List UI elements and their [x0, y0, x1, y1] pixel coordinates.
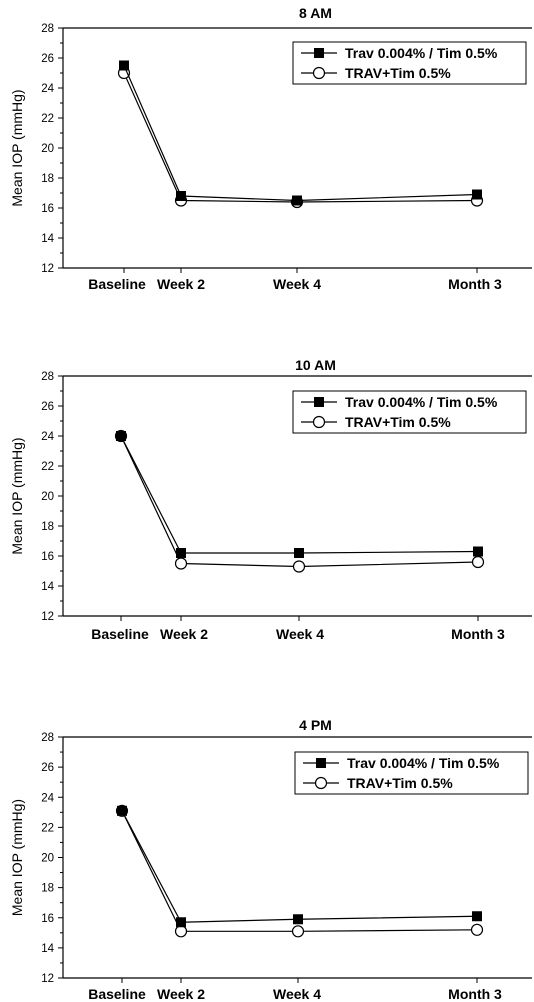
data-point-circle: [174, 925, 188, 938]
legend: Trav 0.004% / Tim 0.5% TRAV+Tim 0.5%: [294, 751, 529, 795]
y-axis-label: Mean IOP (mmHg): [9, 799, 25, 916]
x-tick-label: Week 2: [157, 276, 205, 292]
data-point-square: [294, 548, 304, 558]
y-tick-label: 14: [41, 233, 54, 245]
data-point-square: [292, 195, 302, 206]
y-tick-label: 28: [41, 23, 54, 35]
data-point-circle: [471, 555, 485, 569]
y-tick-label: 12: [41, 973, 54, 985]
series-line-2: [121, 810, 478, 932]
legend-marker-square: [314, 48, 324, 58]
legend-label: TRAV+Tim 0.5%: [345, 65, 451, 81]
legend-label: Trav 0.004% / Tim 0.5%: [345, 45, 498, 61]
series-line-1: [120, 435, 479, 554]
data-point-circle: [291, 925, 305, 938]
y-tick-label: 26: [41, 762, 54, 774]
legend: Trav 0.004% / Tim 0.5% TRAV+Tim 0.5%: [292, 390, 527, 434]
y-tick-label: 26: [41, 401, 54, 413]
chart-title: 10 AM: [295, 357, 336, 373]
chart-title: 4 PM: [299, 717, 332, 733]
y-tick-label: 16: [41, 913, 54, 925]
data-point-square: [293, 914, 303, 925]
y-tick-label: 28: [41, 732, 54, 744]
y-tick-label: 14: [41, 581, 54, 593]
y-tick-label: 16: [41, 551, 54, 563]
chart-panel-1: 8 AM 12 14 16 18 20 22 24 26 28 Baseline Week 2 Week…: [9, 5, 532, 292]
legend-marker-circle: [312, 66, 326, 80]
x-tick-label: Baseline: [91, 626, 149, 642]
series-line-1: [121, 810, 478, 923]
data-point-square: [119, 60, 129, 71]
y-tick-label: 26: [41, 53, 54, 65]
y-tick-label: 24: [41, 792, 54, 804]
y-tick-label: 14: [41, 943, 54, 955]
y-tick-label: 12: [41, 611, 54, 623]
y-tick-label: 24: [41, 431, 54, 443]
y-axis-label: Mean IOP (mmHg): [9, 89, 25, 206]
legend-marker-square: [316, 758, 326, 768]
legend-box: [292, 41, 527, 85]
y-axis-label: Mean IOP (mmHg): [9, 437, 25, 554]
data-point-square: [176, 917, 186, 928]
chart-panel-2: 10 AM 12 14 16 18 20 22 24 26 28 Baseline Week 2 Wee…: [9, 357, 532, 642]
legend-label: Trav 0.004% / Tim 0.5%: [347, 755, 500, 771]
y-tick-label: 20: [41, 143, 54, 155]
legend-label: TRAV+Tim 0.5%: [347, 775, 453, 791]
y-tick-label: 22: [41, 461, 54, 473]
y-tick-label: 18: [41, 173, 54, 185]
x-tick-label: Week 2: [160, 626, 208, 642]
x-tick-label: Month 3: [451, 626, 505, 642]
data-point-square: [472, 911, 482, 922]
data-point-circle: [292, 560, 306, 573]
series-line-1: [123, 65, 478, 202]
chart-panel-3: 4 PM 12 14 16 18 20 22 24 26 28 Baseline Week 2 Week…: [9, 717, 532, 1002]
legend-label: Trav 0.004% / Tim 0.5%: [345, 394, 498, 410]
x-tick-label: Week 2: [157, 986, 205, 1002]
series-line-2: [120, 435, 479, 568]
legend-marker-circle: [314, 776, 328, 790]
y-tick-label: 12: [41, 263, 54, 275]
data-point-square: [472, 189, 482, 200]
data-point-square: [117, 805, 127, 816]
series-line-2: [123, 72, 478, 203]
data-point-circle: [470, 923, 484, 936]
chart-title: 8 AM: [299, 5, 332, 21]
y-tick-label: 24: [41, 83, 54, 95]
data-point-circle: [174, 557, 188, 570]
legend-box: [292, 390, 527, 434]
data-point-square: [473, 546, 483, 557]
data-point-square: [176, 548, 186, 558]
legend: Trav 0.004% / Tim 0.5% TRAV+Tim 0.5%: [292, 41, 527, 85]
y-tick-label: 18: [41, 883, 54, 895]
x-tick-label: Month 3: [448, 276, 502, 292]
data-point-square: [116, 431, 126, 441]
x-tick-label: Week 4: [276, 626, 324, 642]
legend-box: [294, 751, 529, 795]
x-tick-label: Baseline: [88, 986, 146, 1002]
y-tick-label: 18: [41, 521, 54, 533]
legend-label: TRAV+Tim 0.5%: [345, 414, 451, 430]
data-point-square: [176, 191, 186, 201]
legend-marker-square: [314, 397, 324, 407]
y-tick-label: 28: [41, 371, 54, 383]
y-tick-label: 22: [41, 113, 54, 125]
y-tick-label: 16: [41, 203, 54, 215]
x-tick-label: Month 3: [448, 986, 502, 1002]
x-tick-label: Baseline: [88, 276, 146, 292]
legend-marker-circle: [312, 415, 326, 429]
x-tick-label: Week 4: [273, 986, 321, 1002]
y-tick-label: 20: [41, 853, 54, 865]
y-tick-label: 20: [41, 491, 54, 503]
x-tick-label: Week 4: [273, 276, 321, 292]
y-tick-label: 22: [41, 822, 54, 834]
